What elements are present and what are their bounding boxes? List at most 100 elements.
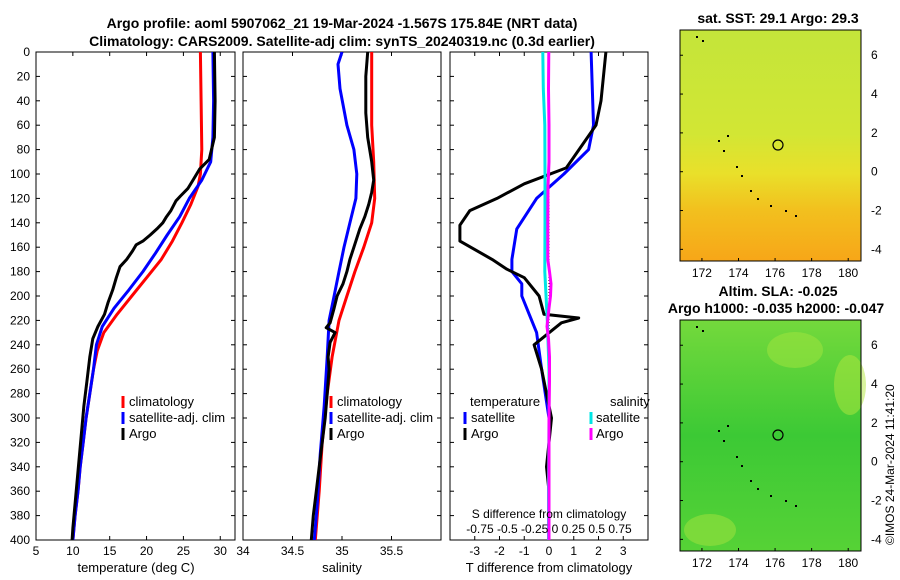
map-y-tick-label: 6 [871,48,878,62]
difference-lines [458,52,608,540]
sla-map-title: Altim. SLA: -0.025 [718,283,837,299]
depth-tick-label: 320 [10,435,30,449]
sla-map-frame [679,319,862,552]
watermark: ©IMOS 24-Mar-2024 11:41:20 [883,384,897,545]
series-line-t-satellite [510,52,595,540]
salinity-lines [309,52,377,540]
series-line-argo [70,52,217,540]
depth-tick-label: 280 [10,387,30,401]
map-x-tick-label: 176 [765,266,785,280]
salinity-panel [242,51,442,541]
depth-tick-label: 20 [17,69,31,83]
x-tick-label: -1 [519,544,530,558]
temperature-panel [35,51,236,541]
x-tick-label: 0 [546,544,553,558]
x-tick-label: 5 [33,544,40,558]
depth-tick-label: 220 [10,313,30,327]
depth-tick-label: 160 [10,240,30,254]
x-tick-label: 30 [214,544,228,558]
legend-title-salinity: salinity [610,394,650,409]
salinity-xlabel: salinity [322,560,362,575]
legend-label: satellite-adj. clim [337,410,433,425]
sla-argo-marker [772,429,784,441]
x-tick-label: -2 [494,544,505,558]
sla-map-islands [696,326,797,507]
x-tick-label: 15 [103,544,117,558]
map-x-tick-label: 180 [838,266,858,280]
map-y-tick-label: 6 [871,338,878,352]
map-x-tick-label: 172 [692,266,712,280]
sst-map-field [680,30,861,261]
series-line-s-argo [545,52,553,540]
depth-tick-label: 120 [10,191,30,205]
map-y-tick-label: 0 [871,165,878,179]
series-line-satellite-adj-clim [71,52,216,540]
map-y-tick-label: 0 [871,455,878,469]
sla-map-subtitle: Argo h1000: -0.035 h2000: -0.047 [668,300,885,316]
difference-legend: temperature satellite Argo salinity sate… [463,394,650,441]
sla-high-patch [684,514,736,546]
sst-argo-marker [772,139,784,151]
map-y-tick-label: -2 [871,204,882,218]
map-y-tick-label: 4 [871,87,878,101]
temperature-legend: climatology satellite-adj. clim Argo [121,394,225,441]
depth-tick-label: 60 [17,118,31,132]
sla-high-patch [834,355,866,415]
sla-high-patch [767,332,823,368]
depth-tick-label: 140 [10,216,30,230]
depth-tick-label: 40 [17,94,31,108]
temperature-x-axis: 5 10 15 20 25 30 [33,52,228,558]
map-x-tick-label: 178 [802,556,822,570]
depth-tick-label: 0 [23,45,30,59]
map-y-tick-label: 4 [871,377,878,391]
depth-tick-label: 100 [10,167,30,181]
x-tick-label: 35.5 [380,544,404,558]
x-tick-label: 25 [177,544,191,558]
map-x-tick-label: 174 [728,266,748,280]
difference-xlabel: T difference from climatology [466,560,633,575]
legend-label: Argo [596,426,623,441]
map-x-tick-label: 180 [838,556,858,570]
legend-label: climatology [337,394,403,409]
map-y-tick-label: -2 [871,494,882,508]
sla-map-axes: 172 174 176 178 180 6 4 2 0 -2 -4 [680,338,882,570]
legend-label: satellite [596,410,640,425]
legend-label: Argo [337,426,364,441]
x-tick-label: -3 [469,544,480,558]
depth-tick-label: 240 [10,338,30,352]
depth-axis: 0 20 40 60 80 100 120 140 160 180 200 220 240 260 280 3… [10,45,648,547]
map-x-tick-label: 178 [802,266,822,280]
map-x-tick-label: 176 [765,556,785,570]
map-y-tick-label: -4 [871,242,882,256]
series-line-satellite-adj-clim [312,52,359,540]
figure-title-line1: Argo profile: aoml 5907062_21 19-Mar-202… [107,15,578,31]
legend-label: Argo [129,426,156,441]
map-x-tick-label: 174 [728,556,748,570]
legend-label: climatology [129,394,195,409]
s-difference-label: S difference from climatology [472,507,627,521]
sst-map-islands [696,36,797,217]
x-tick-label: 3 [620,544,627,558]
temperature-lines [70,52,217,540]
figure-title-line2: Climatology: CARS2009. Satellite-adj cli… [89,33,595,49]
salinity-legend: climatology satellite-adj. clim Argo [329,394,433,441]
depth-tick-label: 260 [10,362,30,376]
x-tick-label: 10 [66,544,80,558]
legend-label: satellite [471,410,515,425]
legend-title-temperature: temperature [470,394,540,409]
x-tick-label: 35 [335,544,349,558]
x-tick-label: 2 [595,544,602,558]
depth-tick-label: 340 [10,460,30,474]
map-y-tick-label: -4 [871,532,882,546]
depth-tick-label: 400 [10,533,30,547]
series-line-argo [309,52,376,540]
sst-map-frame [679,29,862,262]
x-tick-label: 1 [570,544,577,558]
depth-tick-label: 180 [10,265,30,279]
sst-map-axes: 172 174 176 178 180 6 4 2 0 -2 -4 [680,48,882,280]
depth-tick-label: 200 [10,289,30,303]
depth-tick-label: 300 [10,411,30,425]
legend-label: satellite-adj. clim [129,410,225,425]
s-difference-ticks: -0.75 -0.5 -0.25 0 0.25 0.5 0.75 [466,522,632,536]
